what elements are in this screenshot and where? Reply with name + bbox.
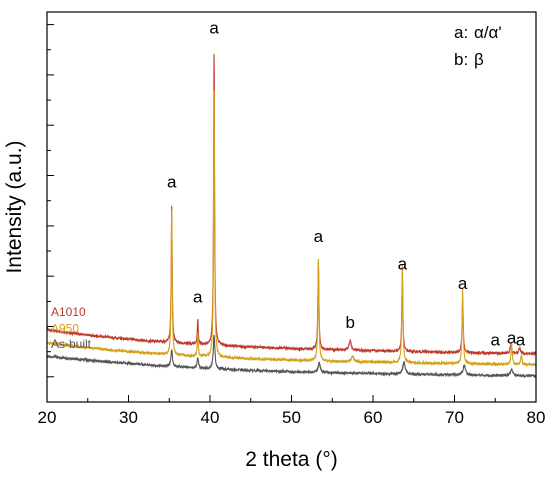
series-labels: A1010 A950 As-built: [51, 305, 92, 351]
x-tick-label: 50: [282, 408, 301, 427]
peak-label: a: [209, 18, 219, 37]
peak-label: a: [516, 330, 526, 349]
legend: a: α/α' b: β: [454, 23, 502, 69]
peak-label: a: [398, 254, 408, 273]
x-tick-label: 80: [527, 408, 546, 427]
y-axis-ticks: [47, 24, 54, 378]
x-tick-label: 40: [201, 408, 220, 427]
x-tick-label: 60: [364, 408, 383, 427]
legend-key: b:: [454, 50, 468, 69]
legend-key: a:: [454, 23, 468, 42]
peak-label: a: [458, 274, 468, 293]
x-tick-label: 30: [119, 408, 138, 427]
series-label: As-built: [51, 337, 92, 351]
peak-label: a: [491, 330, 501, 349]
series-line-a1010: [46, 53, 537, 357]
peak-label: a: [167, 173, 177, 192]
peak-label: a: [314, 227, 324, 246]
series-line-a950: [46, 90, 537, 368]
legend-symbol: β: [474, 50, 484, 69]
legend-symbol: α/α': [474, 23, 502, 42]
y-axis-title: Intensity (a.u.): [3, 140, 26, 273]
peak-label: a: [507, 329, 517, 348]
x-axis-ticks: 20 30 40 50 60 70 80: [38, 395, 546, 427]
x-tick-label: 70: [445, 408, 464, 427]
x-axis-title: 2 theta (°): [245, 448, 337, 471]
series-layer: [46, 53, 537, 379]
x-tick-label: 20: [38, 408, 57, 427]
series-label: A950: [51, 321, 79, 335]
peak-label: a: [193, 288, 203, 307]
plot-frame: [46, 11, 537, 403]
peak-label: b: [345, 313, 354, 332]
series-line-as-built: [46, 334, 537, 379]
series-label: A1010: [51, 305, 86, 319]
